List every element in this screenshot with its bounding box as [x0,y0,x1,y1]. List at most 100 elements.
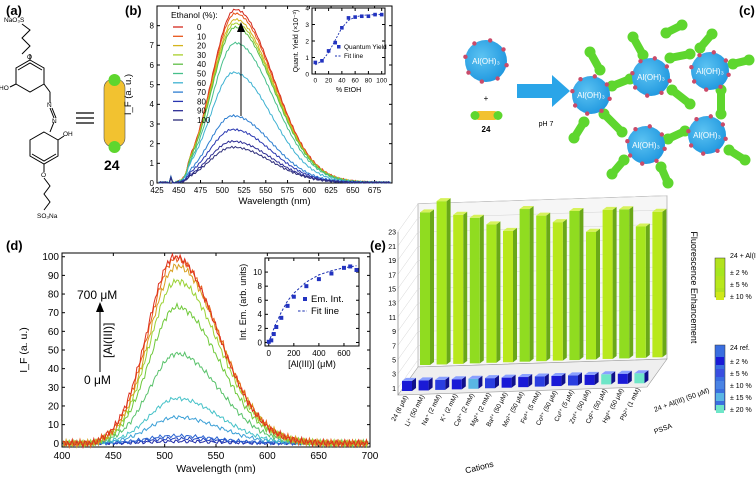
atom-o-bottom: O [41,172,46,179]
x-tick-label: 500 [156,451,173,462]
gridline [397,345,419,374]
y-tick-label: 4 [305,5,309,12]
bar-al-top [652,208,667,212]
particle-label: Al(OH)₃ [696,67,724,76]
y-tick-label: 13 [388,301,396,308]
hydroxyl-dot [463,54,468,60]
ligand-24 [568,116,590,144]
ligand-end [578,116,590,128]
gridline [397,288,419,318]
aluminium-hydroxide-particle: Al(OH)₃ [630,56,672,98]
ligand-24 [660,19,688,39]
legend1-swatch [716,268,724,276]
bar-ref-top [451,376,466,380]
bar-al [619,209,630,359]
series-line-80 [158,128,391,184]
ligand-end [568,132,580,144]
x-tick-label: 400 [312,349,326,358]
y-tick-label: 70 [48,308,60,319]
hydroxyl-dot [708,114,713,119]
bar-al [536,215,547,362]
y-tick-label: 0 [305,71,309,78]
bar-al [503,230,513,363]
particle-label: Al(OH)₃ [632,141,660,150]
aluminium-hydroxide-particle: Al(OH)₃ [570,74,612,116]
ligand-number: 24 [482,125,491,134]
bar-al-side [496,221,501,363]
reaction-arrow [517,75,570,107]
bar-al-side [529,206,534,362]
bar-al [602,209,613,359]
x-axis-label: % EtOH [336,87,361,94]
d-conc-high: 700 μM [77,288,117,302]
bar-ref [485,378,495,389]
y-tick-label: 10 [48,420,60,431]
particle-body [632,58,670,96]
gridline [397,231,419,261]
bar-al-top [635,223,650,227]
ligand-end [706,28,718,40]
y-axis-label: I_F (a. u.) [18,327,30,373]
bar-ref-side [544,373,549,387]
hydroxyl-dot [726,72,731,77]
e-legends: 24 + Al(III) ref. ± 2 % ± 5 % ± 10 % 24 ref.… [714,253,756,414]
ligand-24 [627,31,649,61]
hydroxyl-dot [501,47,506,52]
hydroxyl-dot [667,78,672,83]
y-tick-label: 4 [150,100,155,109]
x-tick-label: 650 [310,451,327,462]
legend-entry: 60 [197,79,206,88]
ligand-24 [584,46,606,76]
gridline [397,317,419,346]
x-tick-label: 525 [237,186,251,195]
bar-ref-top [518,374,533,378]
bar-al [586,231,596,360]
hydroxyl-dot [704,87,709,92]
hydroxyl-dot [654,158,659,164]
ligand-24-single [470,111,503,120]
data-point [346,16,351,20]
x-axis-label: Wavelength (nm) [239,196,311,207]
legend2-swatch [716,393,724,401]
y-tick-label: 17 [388,272,396,279]
bar-ref [551,375,562,387]
x-axis-label: Wavelength (nm) [176,463,256,475]
gridline [397,260,419,289]
bar-ref-side [594,371,599,385]
y-tick-label: 40 [48,364,60,375]
panel-b: (b) 425 450 475 500 525 550 575 600 625 650 675012… [123,3,393,207]
b-legend-title: Ethanol (%): [171,10,218,20]
legend1-title: 24 + Al(III) ref. [730,253,756,260]
y-tick-label: 10 [253,268,262,277]
data-point [359,14,364,19]
aluminium-hydroxide-particle: Al(OH)₃ [625,124,667,166]
panel-d: (d) 400 450 500 550 600 650 700010203040506070… [6,238,379,475]
y-tick-label: 2 [150,139,155,148]
x-axis-label: [Al(III)] (μM) [288,359,336,369]
bar-ref-top [501,374,516,378]
ligand-24 [606,154,630,180]
bar-ref [534,376,545,387]
data-point [326,49,331,53]
bar-al-side [479,214,484,364]
compound-icon [103,74,126,153]
inset-legend-entry: Fit line [344,53,364,60]
particle-body [465,40,507,82]
legend1-colorbar [714,257,726,298]
hydroxyl-dot [659,90,664,96]
ligand-24 [598,108,628,138]
bar-ref-top [402,377,416,381]
legend2-entry: ± 15 % [730,395,752,402]
compound-number: 24 [104,157,120,173]
ligand-body [602,112,624,134]
bar-al-top [469,214,484,218]
aluminium-hydroxide-particle: Al(OH)₃ [463,38,509,84]
ligand-24 [666,84,696,110]
x-tick-label: 40 [338,78,346,85]
bar-ref [451,379,462,390]
data-point [348,264,353,269]
data-point [285,303,290,308]
hydroxyl-dot [630,71,635,76]
atom-oh-left: HO [0,85,9,92]
hydroxyl-dot [715,148,720,154]
